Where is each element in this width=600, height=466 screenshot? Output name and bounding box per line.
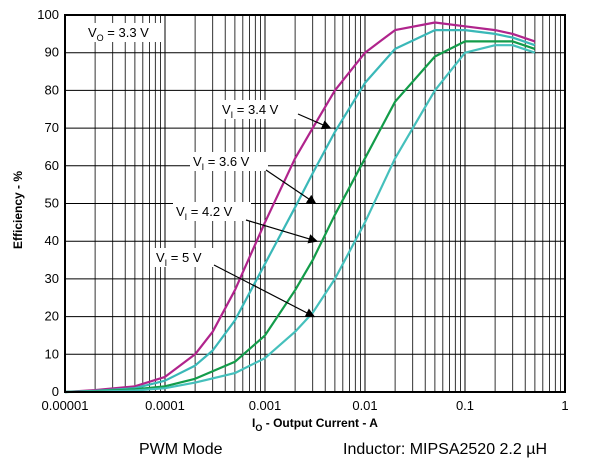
annotation-label-bg — [153, 248, 223, 267]
y-tick-label: 0 — [52, 384, 59, 399]
annotation-label-bg — [219, 100, 297, 119]
annotation-label-bg — [173, 202, 251, 221]
y-tick-label: 90 — [45, 45, 59, 60]
series-line-3 — [64, 40, 536, 394]
annotation-arrow — [245, 219, 319, 244]
series-lines — [64, 21, 536, 394]
y-axis-title: Efficiency - % — [11, 171, 25, 249]
x-tick-label: 1 — [561, 398, 568, 413]
y-tick-label: 80 — [45, 82, 59, 97]
annotation-arrow — [213, 264, 316, 318]
y-tick-label: 60 — [45, 158, 59, 173]
series-line-1 — [64, 21, 536, 394]
x-tick-label: 0.001 — [249, 398, 282, 413]
annotation-label: VI = 5 V — [156, 250, 202, 268]
y-tick-label: 100 — [37, 7, 59, 22]
x-tick-label: 0.00001 — [42, 398, 89, 413]
x-tick-label: 0.01 — [352, 398, 377, 413]
plot-frame — [64, 14, 566, 393]
y-tick-label: 10 — [45, 346, 59, 361]
series-line-2 — [64, 29, 536, 394]
axis-ticks: 0.00001 0.0001 0.001 0.01 0.1 101020304050607… — [37, 7, 568, 413]
y-tick-label: 40 — [45, 233, 59, 248]
annotation-label-bg — [190, 152, 268, 171]
annotation-label-bg — [85, 23, 163, 42]
x-axis-title: IO - Output Current - A — [252, 416, 378, 433]
y-tick-label: 50 — [45, 196, 59, 211]
annotation-label: VI = 4.2 V — [176, 204, 233, 222]
efficiency-chart: 0.00001 0.0001 0.001 0.01 0.1 101020304050607… — [11, 7, 569, 433]
series-line-4 — [64, 44, 536, 394]
annotation-arrow — [265, 169, 317, 205]
y-tick-label: 70 — [45, 120, 59, 135]
pwm-mode-label: PWM Mode — [139, 441, 223, 458]
annotation-arrow — [297, 113, 332, 130]
y-tick-label: 20 — [45, 309, 59, 324]
annotation-label: VI = 3.6 V — [193, 154, 250, 172]
inductor-label: Inductor: MIPSA2520 2.2 µH — [343, 441, 547, 458]
y-tick-label: 30 — [45, 271, 59, 286]
annotations: VO = 3.3 V VI = 3.4 V VI = 3.6 V VI = 4.2 V… — [85, 23, 332, 318]
x-tick-label: 0.0001 — [145, 398, 185, 413]
x-tick-label: 0.1 — [456, 398, 474, 413]
annotation-label: VI = 3.4 V — [222, 102, 279, 120]
annotation-label: VO = 3.3 V — [88, 25, 149, 43]
